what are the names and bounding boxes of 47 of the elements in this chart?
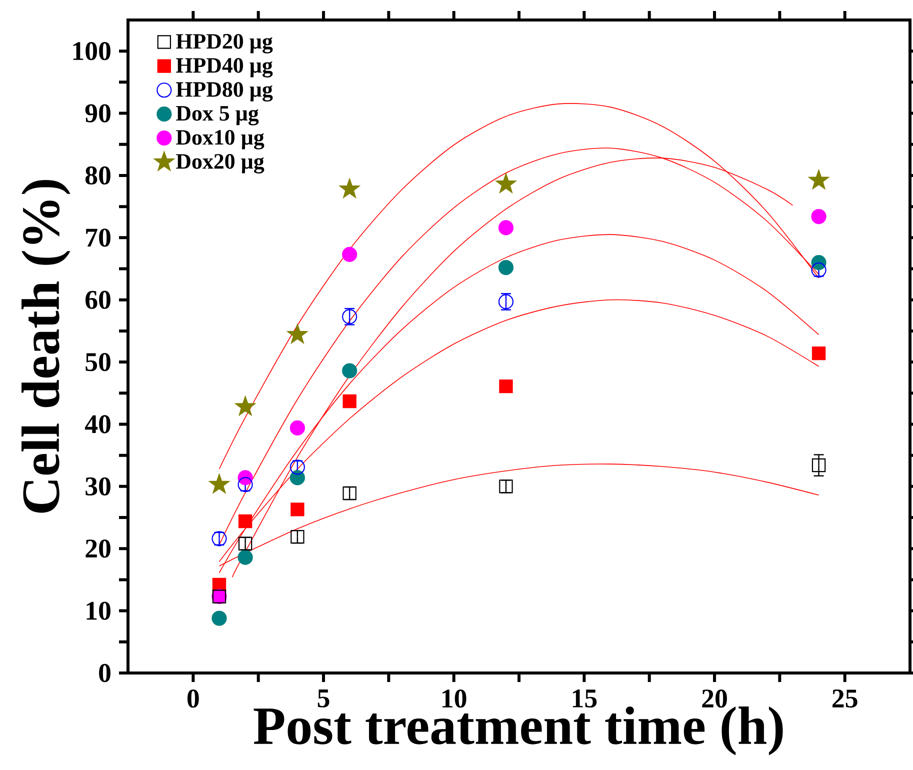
point xyxy=(238,514,252,528)
legend-label: HPD40 µg xyxy=(176,58,273,78)
point xyxy=(235,396,256,416)
x-tick-label: 20 xyxy=(702,690,727,708)
point xyxy=(342,363,358,378)
y-tick-label: 40 xyxy=(84,415,110,434)
y-axis-title: Cell death (%) xyxy=(22,180,70,513)
point xyxy=(290,470,305,486)
point xyxy=(342,246,358,262)
y-tick-label: 0 xyxy=(99,664,110,682)
point xyxy=(340,178,360,198)
point xyxy=(812,346,826,360)
x-tick-label: 10 xyxy=(442,690,466,708)
point xyxy=(287,324,308,344)
point xyxy=(496,174,516,193)
y-tick-label: 20 xyxy=(86,540,110,558)
point xyxy=(290,420,305,436)
point xyxy=(498,220,514,236)
x-tick-label: 5 xyxy=(318,690,330,708)
point xyxy=(811,262,826,278)
point xyxy=(238,477,253,492)
point xyxy=(812,458,826,472)
point xyxy=(808,170,829,190)
point xyxy=(290,502,304,516)
legend-label: Dox10 µg xyxy=(176,130,264,150)
legend-label: HPD20 µg xyxy=(176,34,273,54)
point xyxy=(499,379,513,394)
y-tick-label: 70 xyxy=(86,228,110,247)
point xyxy=(498,260,514,276)
y-tick-label: 30 xyxy=(86,477,110,496)
legend-label: Dox20 µg xyxy=(176,154,264,174)
y-tick-label: 60 xyxy=(86,290,110,309)
x-tick-label: 15 xyxy=(572,690,597,708)
y-tick-label: 100 xyxy=(73,42,110,60)
point xyxy=(811,208,826,224)
legend-label: HPD80 µg xyxy=(176,82,273,102)
y-tick-label: 80 xyxy=(85,166,110,185)
y-tick-label: 50 xyxy=(86,352,110,372)
point xyxy=(209,474,230,494)
legend-label: Dox 5 µg xyxy=(176,106,259,126)
y-tick-label: 10 xyxy=(86,602,110,620)
point xyxy=(212,610,227,626)
x-axis-title: Post treatment time (h) xyxy=(254,706,783,756)
x-tick-label: 0 xyxy=(187,690,199,708)
x-tick-label: 25 xyxy=(832,690,858,708)
y-tick-label: 90 xyxy=(85,104,110,122)
point xyxy=(342,394,356,408)
